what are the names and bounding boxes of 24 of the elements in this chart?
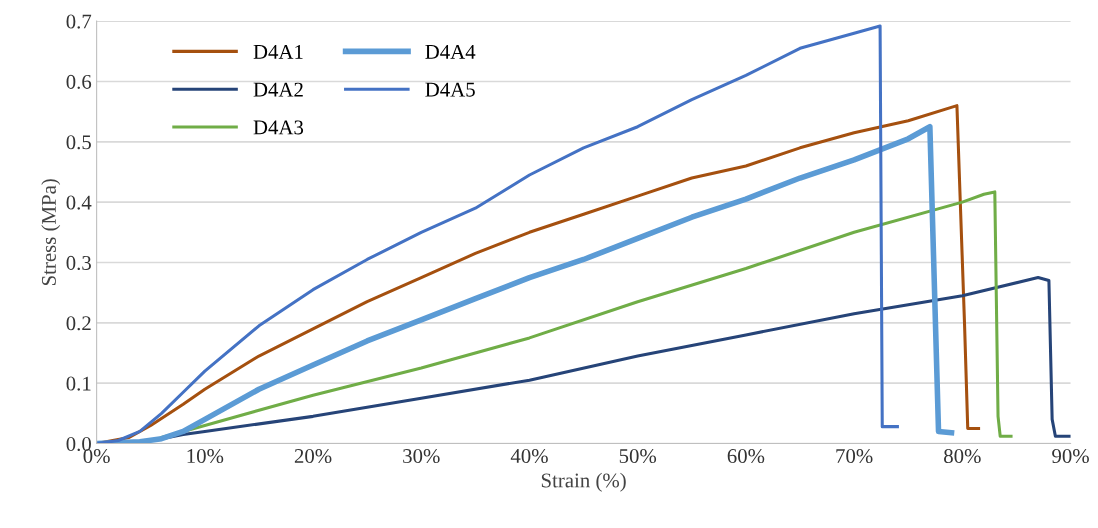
x-tick-label: 50% [619,448,657,464]
x-tick-label: 30% [403,448,440,464]
line-series [96,24,899,444]
legend-label: D4A1 [253,44,303,59]
x-tick-label: 60% [727,448,765,464]
y-tick-label: 0.6 [66,74,92,89]
y-tick-label: 0.4 [66,195,92,210]
x-tick-label: 90% [1052,448,1089,464]
x-tick-label: 10% [187,448,224,464]
x-axis-title: Strain (%) [541,472,626,492]
legend-label: D4A4 [425,44,476,59]
y-tick-label: 0.5 [66,135,91,150]
y-tick-label: 0.3 [66,255,91,271]
y-tick-label: 0.2 [66,316,91,331]
x-tick-label: 40% [510,448,548,464]
legend-label: D4A5 [425,82,475,97]
legend-label: D4A2 [253,82,303,97]
legend-label: D4A3 [253,120,304,135]
x-tick-label: 70% [836,448,873,464]
y-tick-label: 0.1 [66,376,91,391]
x-tick-label: 20% [294,448,332,464]
y-axis-title: Stress (MPa) [41,179,61,286]
y-tick-label: 0.7 [66,14,92,29]
x-tick-label: 80% [944,448,981,464]
